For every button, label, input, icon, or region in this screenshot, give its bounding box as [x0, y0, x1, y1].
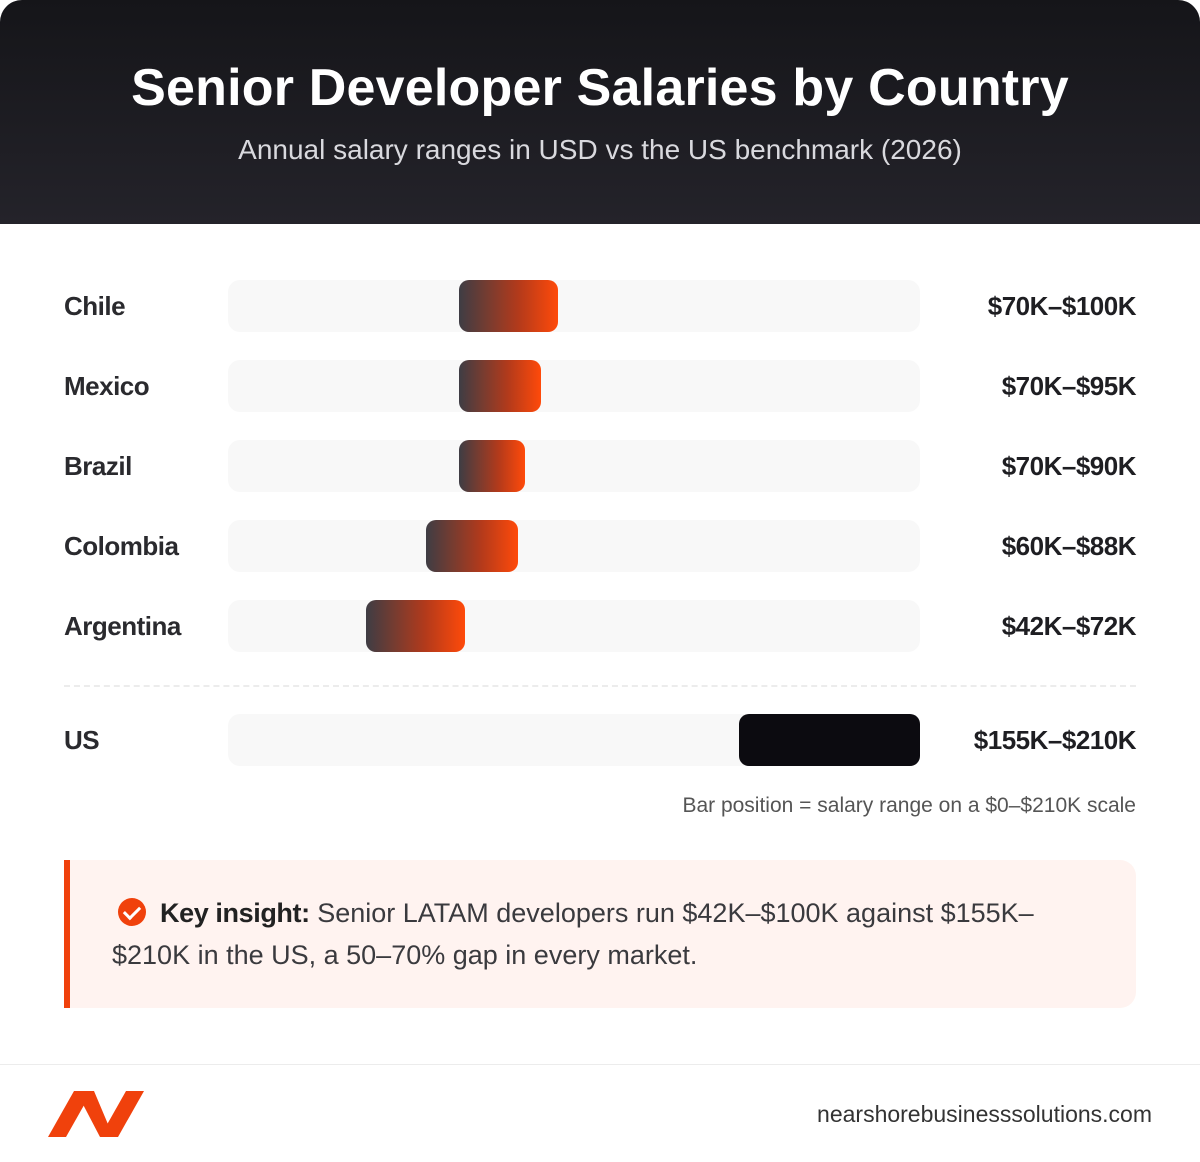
- bar-track-us: [228, 714, 920, 766]
- salary-bar-mexico: [458, 360, 542, 412]
- insight-lead: Key insight:: [160, 898, 310, 928]
- range-label-colombia: $60K–$88K: [1001, 531, 1137, 561]
- bar-track-brazil: [228, 440, 920, 492]
- bar-track-argentina: [228, 600, 920, 652]
- footer: nearshorebusinesssolutions.com: [0, 1064, 1200, 1162]
- page-subtitle: Annual salary ranges in USD vs the US be…: [238, 134, 962, 165]
- salary-range-chart: Bar position = salary range on a $0–$210…: [0, 224, 1200, 844]
- range-label-chile: $70K–$100K: [987, 291, 1137, 321]
- page-title: Senior Developer Salaries by Country: [131, 59, 1069, 117]
- country-label-brazil: Brazil: [64, 451, 132, 481]
- range-label-us: $155K–$210K: [973, 725, 1137, 755]
- country-label-argentina: Argentina: [64, 611, 181, 641]
- salary-bar-brazil: [458, 440, 525, 492]
- range-label-mexico: $70K–$95K: [1001, 371, 1137, 401]
- country-label-us: US: [64, 725, 100, 755]
- insight-body: Senior LATAM developers run $42K–$100K a…: [112, 898, 1034, 970]
- us-divider: [64, 685, 1136, 687]
- salary-bar-colombia: [425, 520, 518, 572]
- bar-track-colombia: [228, 520, 920, 572]
- country-label-mexico: Mexico: [64, 371, 150, 401]
- range-label-brazil: $70K–$90K: [1001, 451, 1137, 481]
- country-label-colombia: Colombia: [64, 531, 179, 561]
- salary-bar-argentina: [366, 600, 466, 652]
- country-label-chile: Chile: [64, 291, 126, 321]
- website-link[interactable]: nearshorebusinesssolutions.com: [817, 1101, 1152, 1127]
- bar-track-mexico: [228, 360, 920, 412]
- check-circle-icon: [118, 898, 146, 926]
- brand-logo-icon: [48, 1091, 144, 1137]
- salary-bar-chile: [458, 280, 558, 332]
- key-insight-box: Key insight: Senior LATAM developers run…: [64, 860, 1136, 1008]
- salary-bar-us: [738, 714, 920, 766]
- bar-track-chile: [228, 280, 920, 332]
- scale-note: Bar position = salary range on a $0–$210…: [682, 794, 1136, 817]
- header: Senior Developer Salaries by Country Ann…: [0, 0, 1200, 224]
- insight-text: Key insight: Senior LATAM developers run…: [112, 892, 1092, 976]
- range-label-argentina: $42K–$72K: [1001, 611, 1137, 641]
